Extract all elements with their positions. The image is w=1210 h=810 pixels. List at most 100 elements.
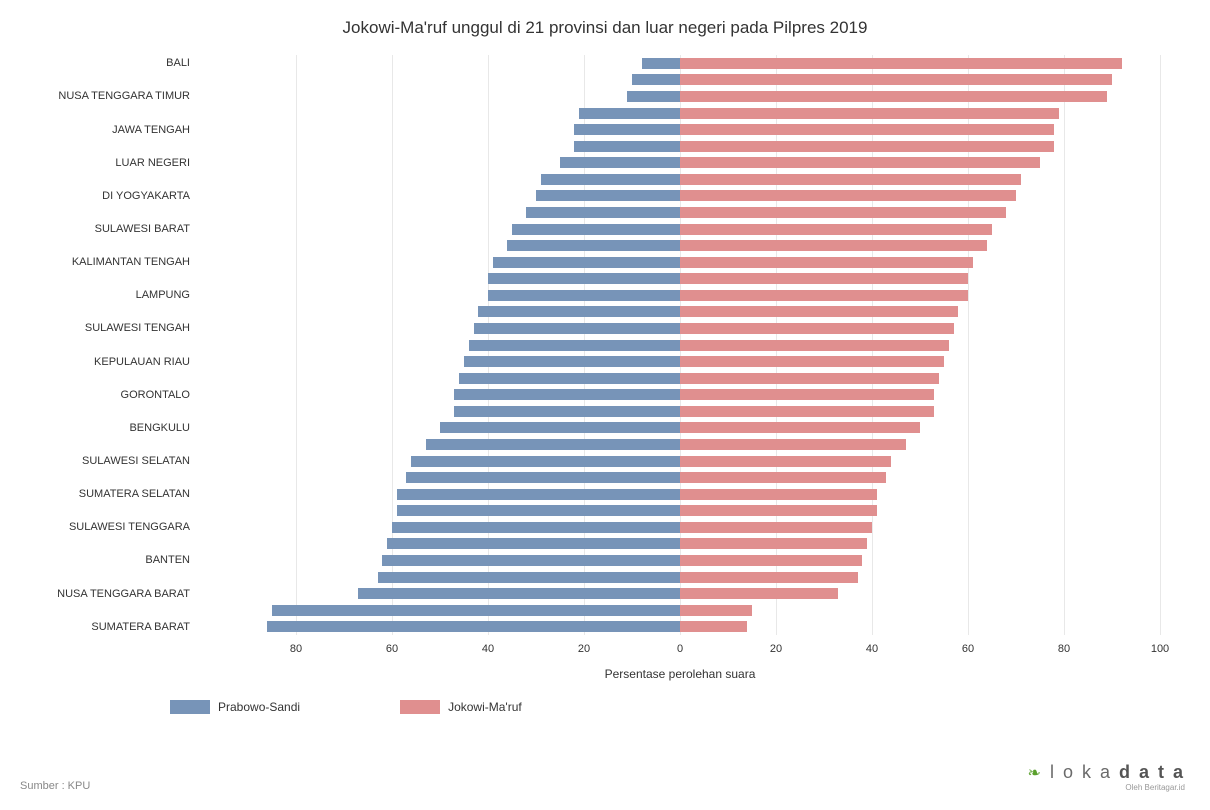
bar-row bbox=[200, 569, 1160, 585]
bar-prabowo bbox=[392, 522, 680, 533]
bar-row: JAWA TENGAH bbox=[200, 122, 1160, 138]
bar-jokowi bbox=[680, 174, 1021, 185]
y-category-label: JAWA TENGAH bbox=[112, 122, 200, 138]
y-category-label: GORONTALO bbox=[121, 387, 200, 403]
bar-jokowi bbox=[680, 290, 968, 301]
bar-jokowi bbox=[680, 472, 886, 483]
bar-prabowo bbox=[493, 257, 680, 268]
x-tick-label: 80 bbox=[1058, 635, 1070, 655]
bar-row: BALI bbox=[200, 55, 1160, 71]
bar-row: LUAR NEGERI bbox=[200, 155, 1160, 171]
y-category-label: SULAWESI TENGAH bbox=[85, 320, 200, 336]
bar-row: SULAWESI SELATAN bbox=[200, 453, 1160, 469]
bar-row bbox=[200, 204, 1160, 220]
logo-subtitle: Oleh Beritagar.id bbox=[1028, 783, 1185, 792]
bar-prabowo bbox=[478, 306, 680, 317]
legend: Prabowo-Sandi Jokowi-Ma'ruf bbox=[170, 700, 522, 714]
bar-row bbox=[200, 536, 1160, 552]
bar-prabowo bbox=[464, 356, 680, 367]
logo-brand: ❧ l o k a d a t a bbox=[1028, 762, 1185, 783]
bar-row bbox=[200, 403, 1160, 419]
bar-prabowo bbox=[454, 406, 680, 417]
bar-jokowi bbox=[680, 621, 747, 632]
gridline bbox=[1160, 55, 1161, 635]
bar-prabowo bbox=[397, 505, 680, 516]
bar-prabowo bbox=[642, 58, 680, 69]
bar-prabowo bbox=[488, 290, 680, 301]
bar-jokowi bbox=[680, 555, 862, 566]
bar-row bbox=[200, 105, 1160, 121]
bar-row bbox=[200, 271, 1160, 287]
bar-jokowi bbox=[680, 157, 1040, 168]
leaf-icon: ❧ bbox=[1028, 765, 1043, 782]
bar-jokowi bbox=[680, 422, 920, 433]
bar-prabowo bbox=[272, 605, 680, 616]
bar-prabowo bbox=[474, 323, 680, 334]
y-category-label: NUSA TENGGARA BARAT bbox=[57, 586, 200, 602]
x-tick-label: 80 bbox=[290, 635, 302, 655]
legend-swatch-prabowo bbox=[170, 700, 210, 714]
bar-jokowi bbox=[680, 588, 838, 599]
logo: ❧ l o k a d a t a Oleh Beritagar.id bbox=[1028, 762, 1185, 792]
x-tick-label: 20 bbox=[578, 635, 590, 655]
bar-row bbox=[200, 370, 1160, 386]
bar-prabowo bbox=[426, 439, 680, 450]
bar-row bbox=[200, 72, 1160, 88]
x-tick-label: 20 bbox=[770, 635, 782, 655]
bar-jokowi bbox=[680, 489, 877, 500]
bar-row bbox=[200, 436, 1160, 452]
bar-row: SULAWESI TENGGARA bbox=[200, 519, 1160, 535]
bar-prabowo bbox=[574, 124, 680, 135]
bar-row bbox=[200, 503, 1160, 519]
y-category-label: BALI bbox=[166, 55, 200, 71]
bar-prabowo bbox=[440, 422, 680, 433]
bar-jokowi bbox=[680, 108, 1059, 119]
y-category-label: KEPULAUAN RIAU bbox=[94, 354, 200, 370]
y-category-label: SULAWESI TENGGARA bbox=[69, 519, 200, 535]
bar-prabowo bbox=[387, 538, 680, 549]
bar-row: DI YOGYAKARTA bbox=[200, 188, 1160, 204]
bar-row: NUSA TENGGARA BARAT bbox=[200, 586, 1160, 602]
bar-row bbox=[200, 470, 1160, 486]
bar-jokowi bbox=[680, 124, 1054, 135]
bar-prabowo bbox=[411, 456, 680, 467]
bar-prabowo bbox=[378, 572, 680, 583]
y-category-label: LAMPUNG bbox=[136, 287, 200, 303]
bar-row: GORONTALO bbox=[200, 387, 1160, 403]
bar-prabowo bbox=[406, 472, 680, 483]
bar-jokowi bbox=[680, 74, 1112, 85]
legend-item-prabowo: Prabowo-Sandi bbox=[170, 700, 300, 714]
bar-jokowi bbox=[680, 389, 934, 400]
source-footer: Sumber : KPU bbox=[20, 780, 90, 792]
bar-prabowo bbox=[632, 74, 680, 85]
x-tick-label: 40 bbox=[866, 635, 878, 655]
y-category-label: SULAWESI BARAT bbox=[95, 221, 200, 237]
y-category-label: LUAR NEGERI bbox=[115, 155, 200, 171]
legend-item-jokowi: Jokowi-Ma'ruf bbox=[400, 700, 522, 714]
bar-prabowo bbox=[469, 340, 680, 351]
bar-prabowo bbox=[488, 273, 680, 284]
y-category-label: KALIMANTAN TENGAH bbox=[72, 254, 200, 270]
bar-jokowi bbox=[680, 522, 872, 533]
y-category-label: BANTEN bbox=[145, 552, 200, 568]
bar-jokowi bbox=[680, 340, 949, 351]
bar-jokowi bbox=[680, 356, 944, 367]
bar-prabowo bbox=[541, 174, 680, 185]
bar-prabowo bbox=[526, 207, 680, 218]
y-category-label: BENGKULU bbox=[129, 420, 200, 436]
bar-prabowo bbox=[574, 141, 680, 152]
bar-jokowi bbox=[680, 91, 1107, 102]
bar-prabowo bbox=[358, 588, 680, 599]
bar-jokowi bbox=[680, 141, 1054, 152]
bar-jokowi bbox=[680, 224, 992, 235]
bar-jokowi bbox=[680, 240, 987, 251]
bar-jokowi bbox=[680, 538, 867, 549]
bar-jokowi bbox=[680, 605, 752, 616]
bar-prabowo bbox=[397, 489, 680, 500]
bar-prabowo bbox=[627, 91, 680, 102]
x-tick-label: 60 bbox=[386, 635, 398, 655]
bar-jokowi bbox=[680, 323, 954, 334]
bar-row bbox=[200, 171, 1160, 187]
bar-row: LAMPUNG bbox=[200, 287, 1160, 303]
bar-jokowi bbox=[680, 505, 877, 516]
